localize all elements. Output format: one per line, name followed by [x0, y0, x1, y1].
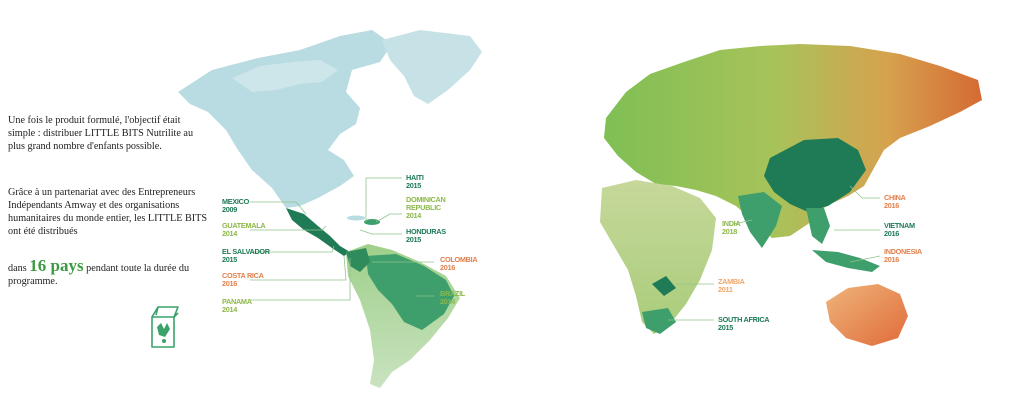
marker-brazil-country: BRAZIL	[440, 289, 465, 298]
south-america	[346, 244, 460, 388]
marker-el-salvador: EL SALVADOR 2015	[222, 247, 270, 265]
marker-china-year: 2016	[884, 201, 900, 211]
marker-brazil: BRAZIL 2014	[440, 289, 465, 307]
marker-haiti-year: 2015	[406, 181, 422, 191]
marker-indonesia-country: INDONESIA	[884, 247, 922, 256]
marker-guatemala: GUATEMALA 2014	[222, 221, 266, 239]
intro-text-3: dans 16 pays pendant toute la durée du p…	[8, 256, 208, 288]
china-region	[764, 138, 866, 212]
marker-haiti: HAITI 2015	[406, 173, 424, 191]
eurasia	[604, 44, 982, 248]
little-bits-box-icon	[151, 306, 179, 348]
marker-colombia-year: 2016	[440, 263, 456, 273]
marker-colombia-country: COLOMBIA	[440, 255, 478, 264]
marker-panama-country: PANAMA	[222, 297, 252, 306]
south-africa-region	[642, 308, 676, 334]
intro-text-3-after: pendant toute la durée du programme.	[8, 263, 190, 287]
intro-text-1: Une fois le produit formulé, l'objectif …	[8, 115, 194, 152]
marker-guatemala-country: GUATEMALA	[222, 221, 266, 230]
marker-zambia-country: ZAMBIA	[718, 277, 745, 286]
marker-dominican-republic-year: 2014	[406, 211, 422, 221]
intro-text-2: Grâce à un partenariat avec des Entrepre…	[8, 187, 208, 237]
marker-costa-rica: COSTA RICA 2016	[222, 271, 264, 289]
marker-honduras-year: 2015	[406, 235, 422, 245]
zambia-region	[652, 276, 676, 296]
leader-lines	[250, 177, 881, 321]
marker-vietnam: VIETNAM 2016	[884, 221, 915, 239]
marker-el-salvador-year: 2015	[222, 255, 238, 265]
brazil-region	[366, 254, 454, 330]
marker-mexico: MEXICO 2009	[222, 197, 249, 215]
intro-paragraph-1: Une fois le produit formulé, l'objectif …	[8, 114, 208, 153]
marker-mexico-country: MEXICO	[222, 197, 249, 206]
intro-paragraph-2: Grâce à un partenariat avec des Entrepre…	[8, 186, 208, 238]
country-count-highlight: 16 pays	[29, 256, 84, 275]
marker-honduras-country: HONDURAS	[406, 227, 446, 236]
australia	[826, 284, 908, 346]
marker-south-africa-country: SOUTH AFRICA	[718, 315, 770, 324]
marker-india-year: 2018	[722, 227, 738, 237]
marker-brazil-year: 2014	[440, 297, 456, 307]
intro-text-3-before: dans	[8, 263, 27, 274]
marker-dominican-republic-line1: DOMINICAN	[406, 195, 446, 204]
indonesia-region	[812, 250, 880, 272]
colombia-region	[346, 248, 370, 272]
marker-guatemala-year: 2014	[222, 229, 238, 239]
marker-el-salvador-country: EL SALVADOR	[222, 247, 270, 256]
india-region	[738, 192, 782, 248]
marker-china-country: CHINA	[884, 193, 906, 202]
marker-dominican-republic: DOMINICAN REPUBLIC 2014	[406, 195, 446, 221]
marker-vietnam-year: 2016	[884, 229, 900, 239]
marker-india-country: INDIA	[722, 219, 741, 228]
marker-panama: PANAMA 2014	[222, 297, 252, 315]
africa	[600, 180, 716, 334]
marker-haiti-country: HAITI	[406, 173, 424, 182]
marker-indonesia-year: 2016	[884, 255, 900, 265]
marker-china: CHINA 2016	[884, 193, 906, 211]
marker-zambia-year: 2011	[718, 285, 733, 295]
marker-indonesia: INDONESIA 2016	[884, 247, 922, 265]
marker-panama-year: 2014	[222, 305, 238, 315]
intro-paragraph-3: dans 16 pays pendant toute la durée du p…	[8, 256, 208, 288]
marker-zambia: ZAMBIA 2011	[718, 277, 745, 295]
marker-costa-rica-year: 2016	[222, 279, 238, 289]
marker-india: INDIA 2018	[722, 219, 741, 237]
marker-south-africa: SOUTH AFRICA 2015	[718, 315, 770, 333]
marker-mexico-year: 2009	[222, 205, 238, 215]
marker-vietnam-country: VIETNAM	[884, 221, 915, 230]
marker-dominican-republic-line2: REPUBLIC	[406, 203, 441, 213]
marker-costa-rica-country: COSTA RICA	[222, 271, 264, 280]
north-america	[178, 30, 482, 256]
marker-honduras: HONDURAS 2015	[406, 227, 446, 245]
vietnam-region	[806, 208, 830, 244]
marker-colombia: COLOMBIA 2016	[440, 255, 478, 273]
marker-south-africa-year: 2015	[718, 323, 734, 333]
